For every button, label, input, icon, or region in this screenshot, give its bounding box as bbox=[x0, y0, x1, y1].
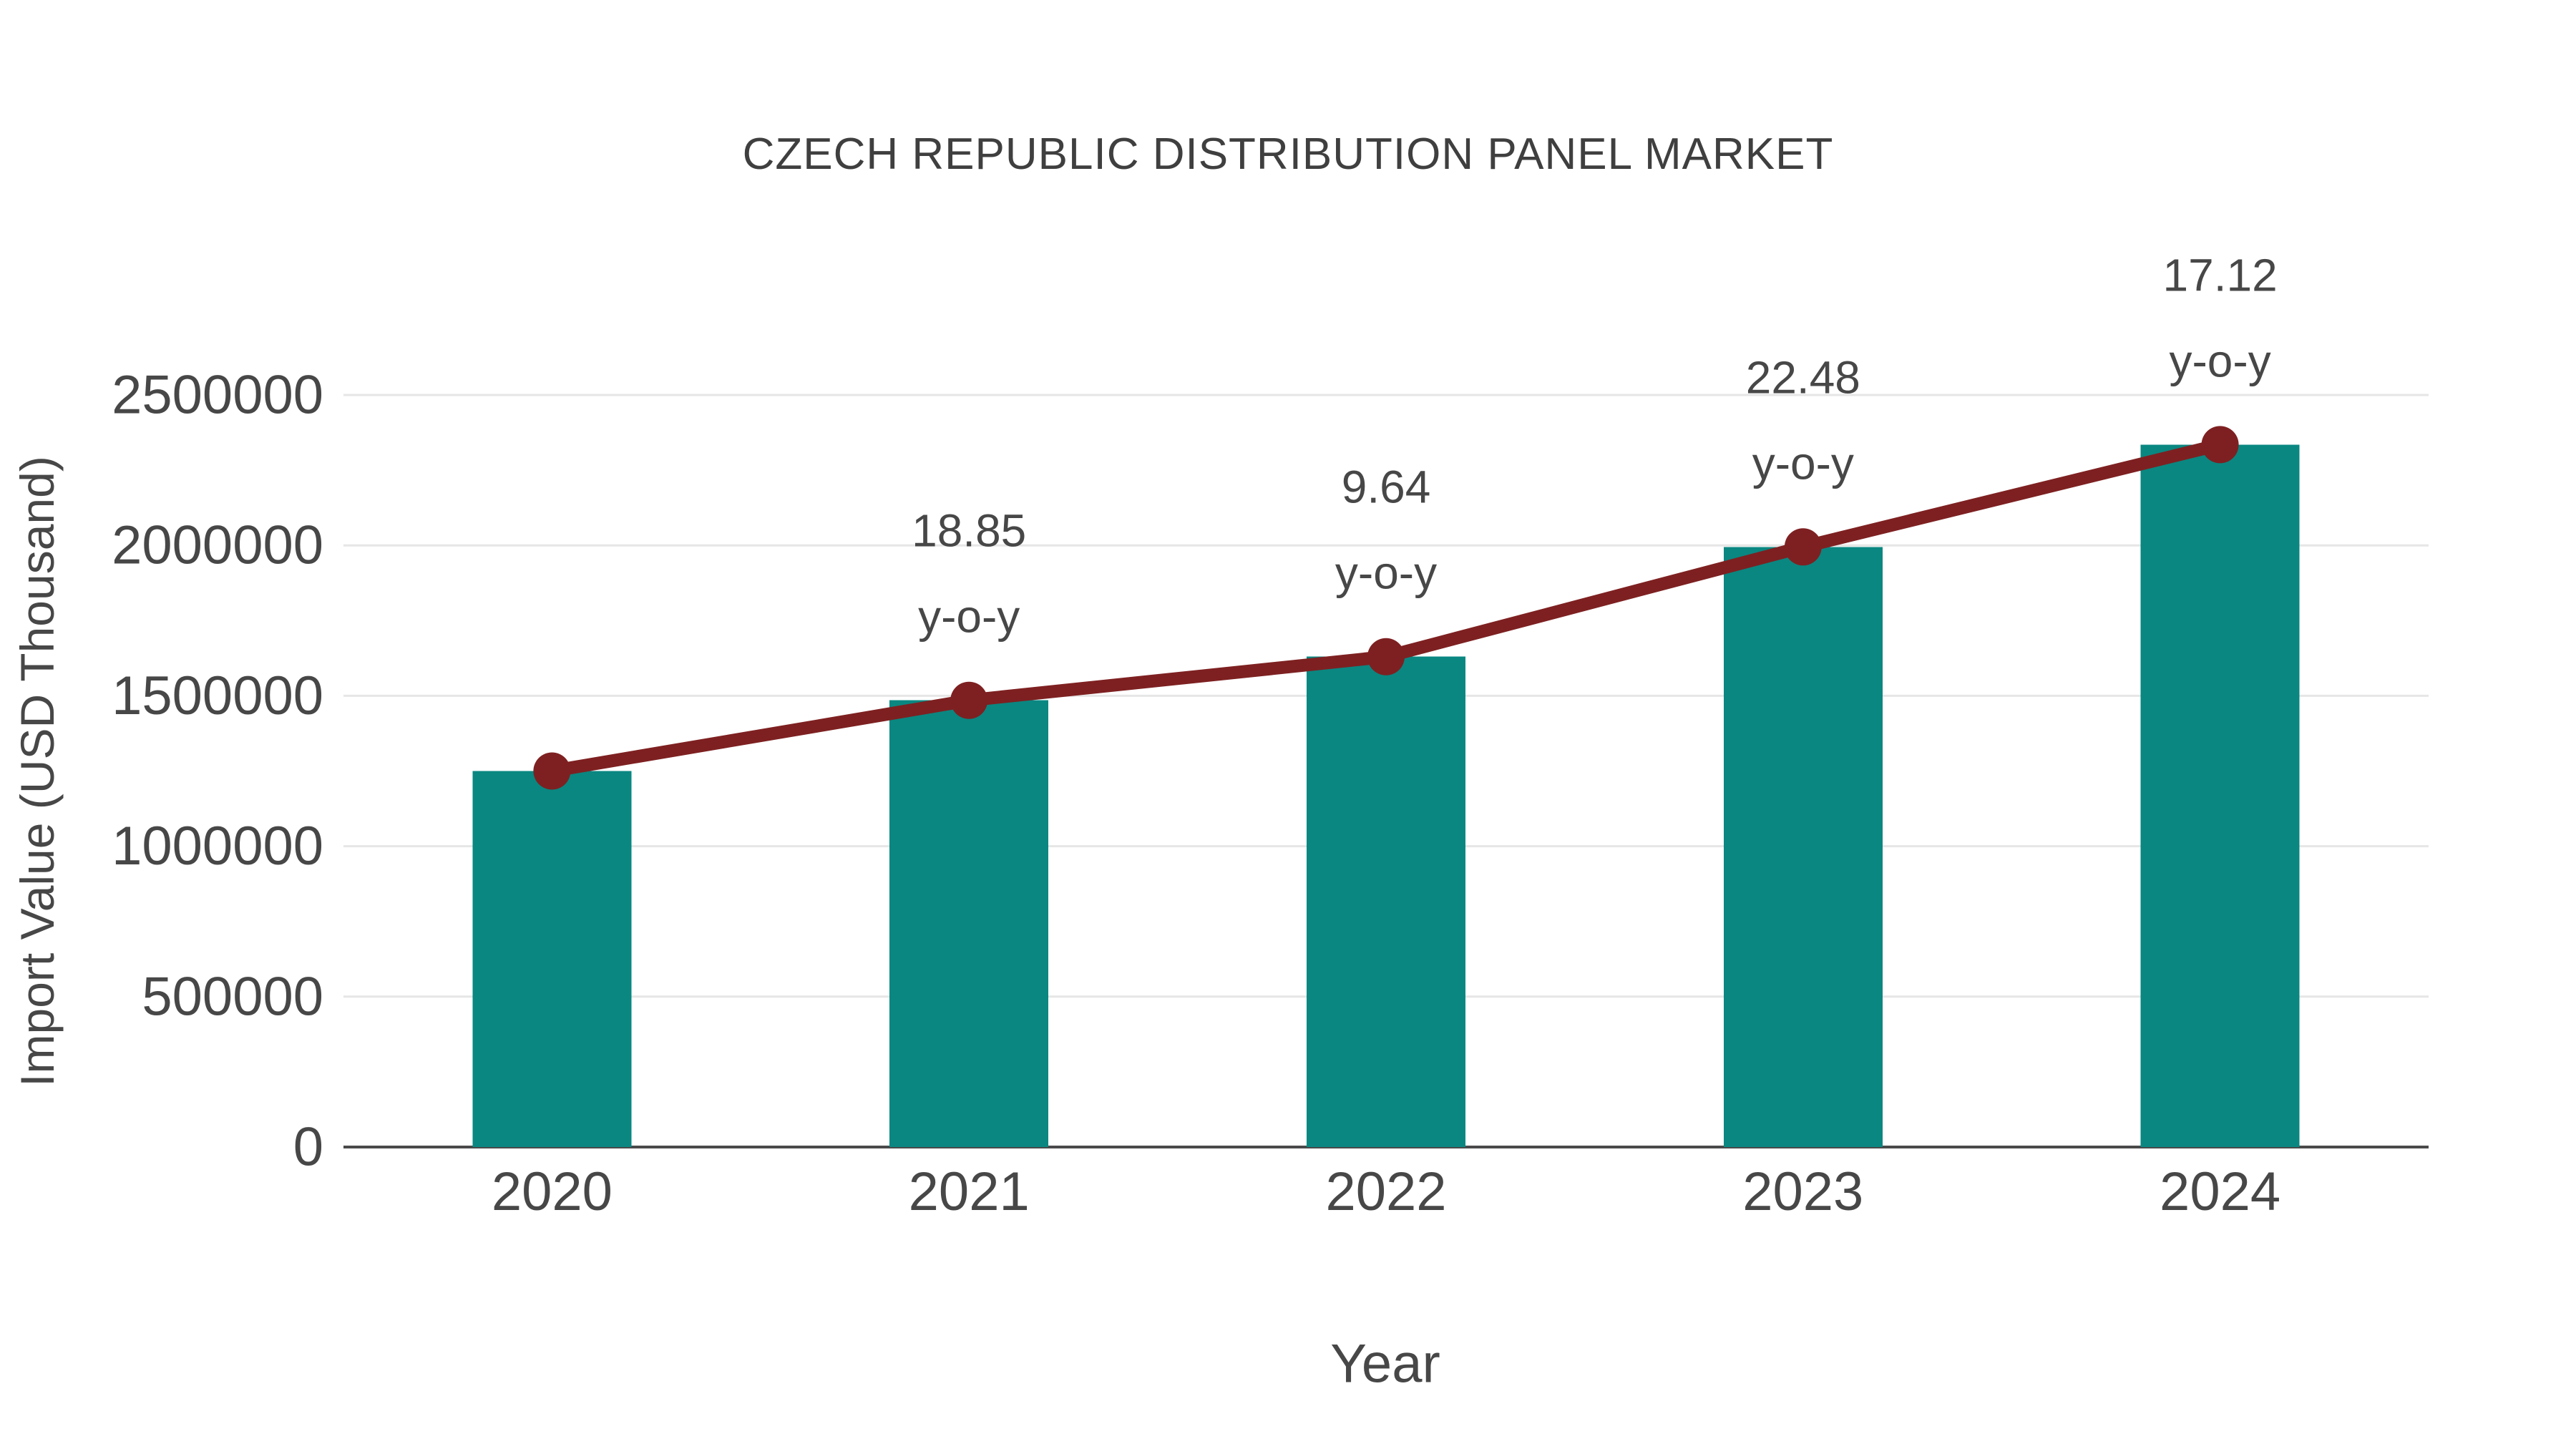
y-tick-label: 1000000 bbox=[112, 816, 323, 877]
annotation-value-2023: 22.48 bbox=[1746, 351, 1860, 403]
bar-2021 bbox=[889, 700, 1049, 1147]
x-axis-title: Year bbox=[1330, 1333, 1440, 1395]
yoy-marker-2024 bbox=[2201, 426, 2239, 464]
x-tick-label: 2020 bbox=[492, 1161, 613, 1222]
annotation-suffix-2023: y-o-y bbox=[1752, 437, 1854, 489]
annotation-value-2021: 18.85 bbox=[912, 505, 1026, 557]
bar-2022 bbox=[1307, 656, 1465, 1147]
x-tick-label: 2023 bbox=[1742, 1161, 1863, 1222]
y-tick-label: 1500000 bbox=[112, 665, 323, 726]
y-tick-label: 2000000 bbox=[112, 515, 323, 576]
annotation-value-2022: 9.64 bbox=[1342, 462, 1431, 513]
x-tick-label: 2021 bbox=[909, 1161, 1030, 1222]
annotation-value-2024: 17.12 bbox=[2163, 249, 2278, 301]
bar-2020 bbox=[472, 771, 632, 1147]
bar-2024 bbox=[2140, 444, 2300, 1147]
annotation-suffix-2022: y-o-y bbox=[1335, 547, 1437, 599]
annotation-suffix-2021: y-o-y bbox=[918, 591, 1020, 643]
y-tick-label: 2500000 bbox=[112, 365, 323, 426]
yoy-marker-2023 bbox=[1784, 528, 1822, 566]
y-tick-label: 500000 bbox=[142, 966, 323, 1027]
annotation-suffix-2024: y-o-y bbox=[2169, 335, 2270, 386]
yoy-marker-2020 bbox=[533, 752, 571, 790]
yoy-marker-2021 bbox=[950, 681, 988, 719]
chart-title: CZECH REPUBLIC DISTRIBUTION PANEL MARKET bbox=[742, 130, 1834, 179]
x-tick-label: 2024 bbox=[2160, 1161, 2280, 1222]
x-tick-label: 2022 bbox=[1325, 1161, 1446, 1222]
yoy-marker-2022 bbox=[1367, 638, 1405, 675]
y-tick-label: 0 bbox=[293, 1117, 323, 1178]
bar-2023 bbox=[1723, 547, 1883, 1147]
